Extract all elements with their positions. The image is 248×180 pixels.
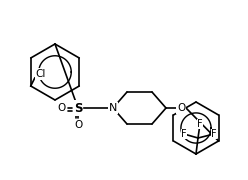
Text: O: O [57,103,65,113]
Text: N: N [109,103,117,113]
Text: F: F [181,129,187,139]
Text: N: N [109,103,117,113]
Text: F: F [211,129,217,139]
Text: O: O [74,120,82,130]
Text: S: S [74,102,82,114]
Text: Cl: Cl [35,69,46,79]
Text: F: F [197,119,203,129]
Text: O: O [177,103,185,113]
